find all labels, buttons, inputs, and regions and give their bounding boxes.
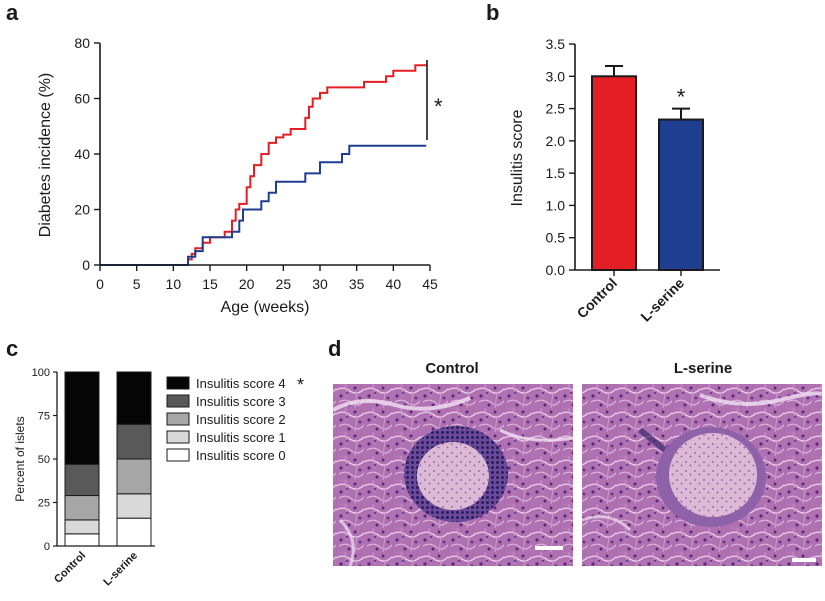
stack-segment-c-0-1 bbox=[64, 519, 100, 535]
x-tick-label-a-5: 25 bbox=[276, 276, 292, 292]
panel-label-d: d bbox=[328, 336, 341, 361]
legend-swatch-c-3 bbox=[166, 430, 190, 444]
y-tick-label-c-4: 100 bbox=[32, 367, 50, 379]
histology-panel: Control L-serine bbox=[332, 360, 824, 567]
micrograph-lserine bbox=[581, 384, 824, 566]
incidence-chart: 0 5 10 15 20 25 30 35 40 45 0 20 40 60 80 * Age (weeks… bbox=[37, 35, 443, 316]
y-tick-label-b-3: 1.5 bbox=[546, 165, 566, 181]
y-tick-label-b-7: 3.5 bbox=[546, 36, 566, 52]
x-tick-label-a-7: 35 bbox=[349, 276, 365, 292]
micrograph-title-lserine: L-serine bbox=[674, 360, 732, 377]
legend-label-c-2: Insulitis score 2 bbox=[196, 412, 286, 427]
y-axis-title-c: Percent of islets bbox=[13, 416, 27, 501]
insulitis-score-chart: 0.0 0.5 1.0 1.5 2.0 2.5 3.0 3.5 Control L-serine… bbox=[509, 36, 720, 325]
y-tick-label-b-5: 2.5 bbox=[546, 101, 566, 117]
stack-segment-c-1-2 bbox=[116, 458, 152, 495]
legend-swatch-c-0 bbox=[166, 376, 190, 390]
y-tick-label-b-6: 3.0 bbox=[546, 68, 566, 84]
y-axis-title-b: Insulitis score bbox=[509, 109, 526, 206]
y-tick-label-b-4: 2.0 bbox=[546, 133, 566, 149]
x-tick-label-a-0: 0 bbox=[96, 276, 104, 292]
x-tick-label-c-1: L-serine bbox=[101, 550, 140, 589]
legend-label-c-1: Insulitis score 3 bbox=[196, 394, 286, 409]
series-line-a-0 bbox=[100, 64, 427, 266]
panel-label-c: c bbox=[6, 336, 18, 361]
legend-label-c-3: Insulitis score 1 bbox=[196, 430, 286, 445]
y-tick-label-a-2: 40 bbox=[74, 146, 90, 162]
stack-segment-c-1-3 bbox=[116, 423, 152, 460]
y-tick-label-a-3: 60 bbox=[74, 91, 90, 107]
x-tick-label-a-4: 20 bbox=[239, 276, 255, 292]
panel-label-b: b bbox=[486, 0, 499, 25]
y-tick-label-a-1: 20 bbox=[74, 202, 90, 218]
stack-segment-c-0-2 bbox=[64, 495, 100, 521]
significance-star-b: * bbox=[677, 85, 686, 110]
stack-segment-c-0-0 bbox=[64, 533, 100, 547]
islet-distribution-chart: 0 25 50 75 100 Control L-serine Insulitis sco… bbox=[13, 367, 304, 588]
y-tick-label-a-4: 80 bbox=[74, 35, 90, 51]
micrograph-title-control: Control bbox=[425, 360, 478, 377]
x-axis-title-a: Age (weeks) bbox=[221, 299, 310, 316]
legend-swatch-c-1 bbox=[166, 394, 190, 408]
x-tick-label-a-1: 5 bbox=[133, 276, 141, 292]
y-tick-label-c-2: 50 bbox=[38, 454, 50, 466]
x-tick-label-a-2: 10 bbox=[166, 276, 182, 292]
significance-star-a: * bbox=[434, 94, 443, 119]
y-tick-label-a-0: 0 bbox=[82, 257, 90, 273]
x-tick-label-b-0: Control bbox=[574, 275, 621, 322]
x-tick-label-a-8: 40 bbox=[386, 276, 402, 292]
stack-segment-c-1-0 bbox=[116, 517, 152, 547]
stack-segment-c-1-4 bbox=[116, 371, 152, 425]
x-tick-label-a-6: 30 bbox=[312, 276, 328, 292]
legend-label-c-0: Insulitis score 4 bbox=[196, 376, 286, 391]
x-tick-label-a-9: 45 bbox=[422, 276, 438, 292]
legend-swatch-c-4 bbox=[166, 448, 190, 462]
series-line-a-1 bbox=[100, 144, 427, 266]
micrograph-control bbox=[332, 384, 574, 567]
stack-segment-c-1-1 bbox=[116, 493, 152, 519]
bar-b-0 bbox=[591, 75, 637, 271]
y-axis-title-a: Diabetes incidence (%) bbox=[37, 73, 54, 238]
x-tick-label-c-0: Control bbox=[52, 550, 88, 586]
legend-label-c-4: Insulitis score 0 bbox=[196, 448, 286, 463]
x-tick-label-a-3: 15 bbox=[202, 276, 218, 292]
legend-significance-star-c: * bbox=[297, 375, 304, 395]
y-tick-label-c-3: 75 bbox=[38, 411, 50, 423]
y-tick-label-b-2: 1.0 bbox=[546, 197, 566, 213]
y-tick-label-c-0: 0 bbox=[44, 541, 50, 553]
legend-swatch-c-2 bbox=[166, 412, 190, 426]
stack-segment-c-0-4 bbox=[64, 371, 100, 465]
stack-segment-c-0-3 bbox=[64, 463, 100, 497]
x-tick-label-b-1: L-serine bbox=[637, 275, 687, 325]
y-tick-label-b-1: 0.5 bbox=[546, 230, 566, 246]
y-tick-label-b-0: 0.0 bbox=[546, 262, 566, 278]
y-tick-label-c-1: 25 bbox=[38, 498, 50, 510]
bar-b-1 bbox=[658, 118, 704, 271]
panel-label-a: a bbox=[6, 0, 19, 25]
